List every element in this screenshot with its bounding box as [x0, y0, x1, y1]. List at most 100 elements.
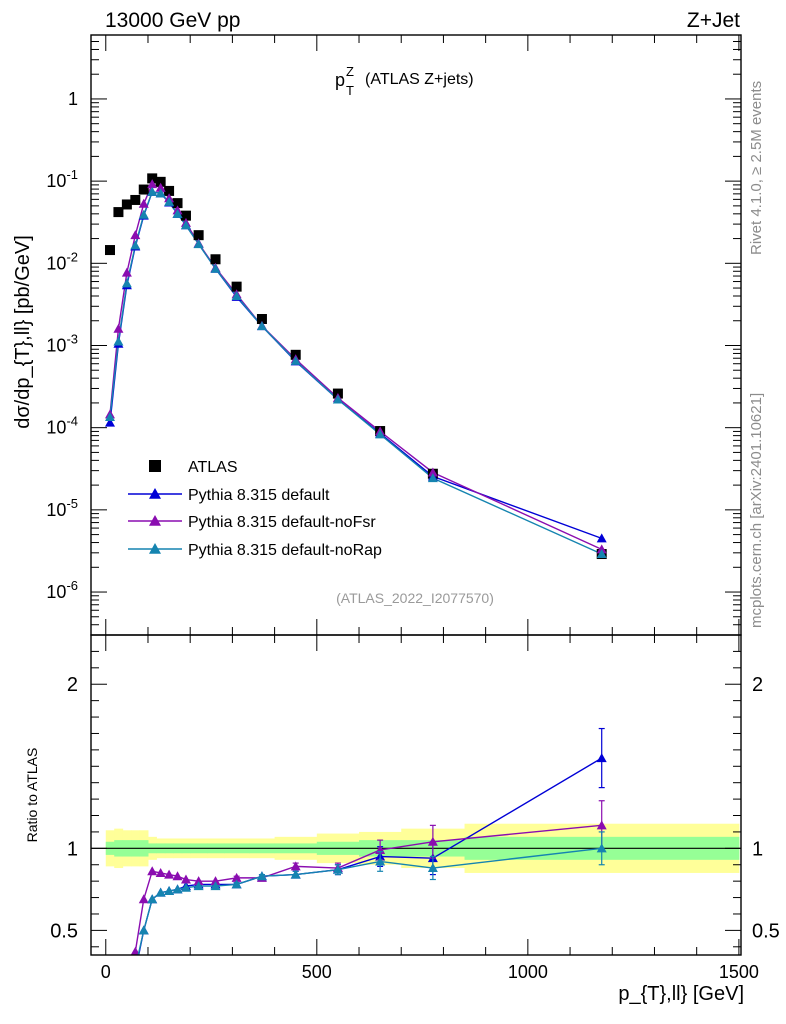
series-line [109, 191, 602, 540]
atlas-data-point [164, 185, 175, 196]
ratio-point [180, 882, 191, 892]
mc-data-point [121, 267, 132, 277]
mc-data-point [155, 182, 166, 192]
ratio-line [134, 824, 602, 952]
ratio-point [164, 886, 175, 895]
atlas-data-point [147, 173, 158, 184]
atlas-data-point [210, 254, 221, 265]
ratio-point [596, 820, 607, 830]
mc-data-point [113, 323, 124, 333]
series-line [109, 183, 603, 551]
process-label: Z+Jet [687, 9, 740, 32]
y-tick-label: 10-4 [46, 414, 78, 438]
ratio-point [155, 867, 166, 877]
mcplots-label: mcplots.cern.ch [arXiv:2401.10621] [748, 393, 765, 628]
y-tick-exponent: -6 [66, 578, 78, 593]
ratio-plot-frame [90, 634, 742, 956]
series-line [109, 191, 603, 555]
title-rest: (ATLAS Z+jets) [365, 71, 474, 88]
mc-data-point [596, 544, 607, 554]
mc-data-point [164, 196, 175, 206]
y-tick-label: 10-1 [46, 167, 78, 191]
mc-data-point [130, 230, 141, 240]
ratio-y-tick-label-right: 2 [752, 674, 763, 696]
mc-data-point [155, 188, 166, 198]
atlas-data-point [130, 194, 141, 205]
atlas-data-point [172, 198, 183, 209]
mc-data-point [113, 336, 124, 346]
ratio-point [210, 876, 221, 886]
legend-marker-triangle [149, 515, 161, 526]
title-main: p [335, 70, 345, 90]
atlas-data-point [113, 207, 124, 218]
atlas-data-point [180, 210, 191, 221]
title-sub: T [346, 83, 354, 98]
mc-data-point [147, 179, 158, 189]
y-tick-exponent: -5 [66, 496, 78, 511]
ratio-point [290, 869, 301, 879]
ratio-y-tick-label-right: 0.5 [752, 920, 780, 942]
ratio-point [427, 863, 438, 873]
ratio-point [130, 963, 140, 972]
legend: ATLAS Pythia 8.315 default Pythia 8.315 de… [128, 459, 382, 559]
mc-data-point [596, 533, 607, 543]
legend-label: Pythia 8.315 default-noFsr [188, 514, 376, 531]
ratio-point [427, 836, 438, 846]
rivet-label: Rivet 4.1.0, ≥ 2.5M events [748, 81, 765, 255]
legend-marker-square [149, 460, 161, 472]
ratio-point [130, 946, 140, 955]
mc-data-point [172, 208, 183, 218]
ratio-point [231, 872, 242, 882]
legend-marker-triangle [149, 488, 161, 499]
atlas-data-point [104, 245, 115, 256]
mc-data-point [104, 411, 115, 421]
ratio-point [256, 871, 267, 881]
ratio-point [147, 866, 158, 876]
ratio-y-axis-title: Ratio to ATLAS [24, 748, 40, 843]
mc-data-point [210, 263, 221, 273]
mc-data-point [130, 240, 141, 250]
ratio-point [172, 884, 183, 894]
ratio-point [193, 881, 204, 891]
ratio-point [180, 874, 191, 884]
mc-data-point [332, 394, 343, 404]
mc-data-point [180, 220, 191, 230]
mc-data-point [427, 467, 438, 477]
x-tick-label: 500 [302, 962, 332, 982]
mc-data-point [193, 239, 204, 249]
atlas-data-point [256, 314, 267, 325]
legend-label: Pythia 8.315 default [188, 487, 330, 504]
mc-data-point [231, 291, 242, 301]
mc-data-point [104, 417, 115, 427]
mc-data-point [290, 355, 301, 365]
ratio-point [332, 864, 343, 874]
x-tick-label: 0 [101, 962, 111, 982]
ratio-point [172, 871, 183, 881]
ratio-y-tick-label-left: 2 [67, 674, 78, 696]
axis-ticks: 0 500 1000 1500 10-6 10-5 10-4 10-3 10-2 10-1 1 0.5… [46, 34, 780, 982]
y-tick-label: 1 [68, 89, 78, 109]
plot-title: p Z T (ATLAS Z+jets) [335, 60, 474, 99]
mc-data-point [138, 209, 149, 219]
ratio-y-tick-label-left: 0.5 [50, 920, 78, 942]
legend-label: ATLAS [188, 459, 238, 476]
y-tick-label: 10-5 [46, 496, 78, 520]
atlas-data-point [231, 281, 242, 292]
mc-data-point [147, 186, 158, 196]
mc-data-point [427, 473, 438, 483]
y-tick-exponent: -3 [66, 331, 78, 346]
ratio-series [130, 727, 607, 972]
ratio-point [193, 876, 204, 886]
atlas-data-point [121, 199, 132, 210]
analysis-tag: (ATLAS_2022_I2077570) [336, 590, 494, 606]
ratio-point [210, 881, 221, 891]
legend-label: Pythia 8.315 default-noRap [188, 542, 382, 559]
ratio-y-tick-label-right: 1 [752, 838, 763, 860]
title-sup: Z [346, 64, 354, 79]
y-tick-exponent: -2 [66, 249, 78, 264]
ratio-point [375, 856, 386, 866]
y-tick-label: 10-6 [46, 578, 78, 602]
mc-data-point [121, 278, 132, 288]
ratio-point [596, 753, 607, 763]
